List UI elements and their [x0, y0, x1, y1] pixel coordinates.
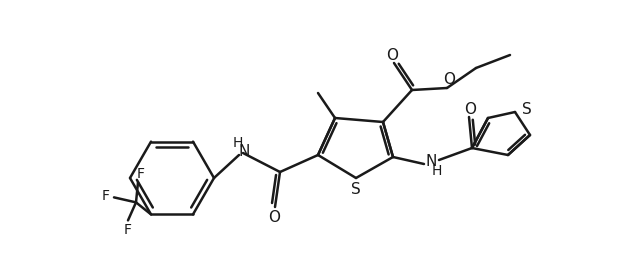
Text: F: F	[102, 189, 110, 203]
Text: H: H	[233, 136, 243, 150]
Text: O: O	[386, 47, 398, 62]
Text: F: F	[124, 223, 132, 237]
Text: S: S	[522, 102, 532, 118]
Text: H: H	[432, 164, 442, 178]
Text: S: S	[351, 182, 361, 198]
Text: O: O	[464, 101, 476, 116]
Text: O: O	[268, 210, 280, 224]
Text: N: N	[238, 144, 250, 159]
Text: O: O	[443, 73, 455, 87]
Text: N: N	[426, 153, 436, 169]
Text: F: F	[137, 167, 145, 181]
